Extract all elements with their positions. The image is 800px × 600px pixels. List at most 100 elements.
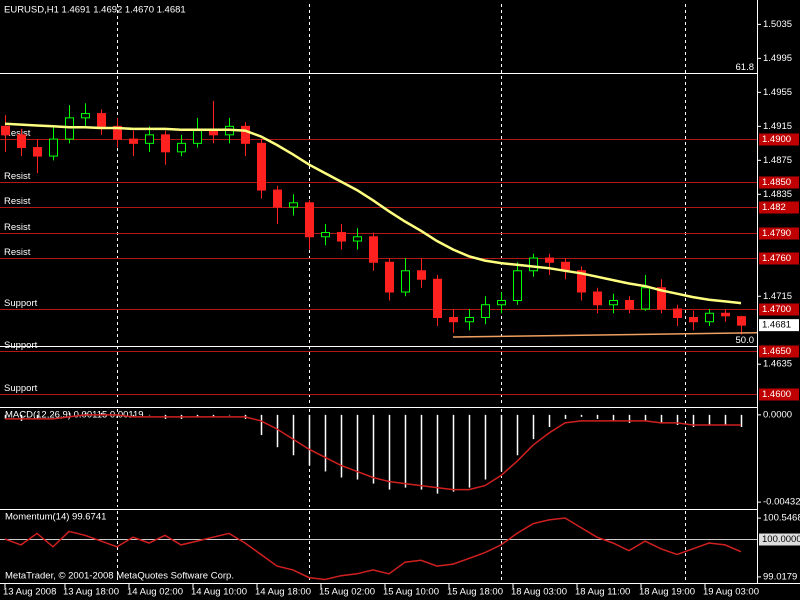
level-price-box bbox=[759, 345, 799, 358]
candle-body bbox=[577, 270, 586, 293]
candle-body bbox=[529, 257, 538, 272]
level-price-label: 1.4900 bbox=[762, 134, 791, 145]
candle-body bbox=[657, 287, 666, 310]
y-tick-label: 0.0000 bbox=[763, 409, 792, 420]
y-tick-label: 1.4875 bbox=[763, 155, 792, 166]
candle-body bbox=[737, 316, 746, 326]
x-tick-label: 18 Aug 03:00 bbox=[511, 587, 567, 598]
level-name: Resist bbox=[4, 128, 31, 139]
x-tick-label: 15 Aug 02:00 bbox=[319, 587, 375, 598]
level-name: Support bbox=[4, 383, 38, 394]
candle-body bbox=[401, 270, 410, 293]
candle-body bbox=[417, 270, 426, 280]
panel-title: Momentum(14) 99.6741 bbox=[5, 512, 106, 523]
candle-body bbox=[641, 287, 650, 310]
fibo-label: 50.0 bbox=[736, 335, 755, 346]
level-name: Support bbox=[4, 340, 38, 351]
x-tick-label: 18 Aug 11:00 bbox=[575, 587, 630, 598]
panel-title: EURUSD,H1 1.4691 1.4692 1.4670 1.4681 bbox=[4, 5, 186, 16]
level-price-label: 1.4790 bbox=[762, 228, 791, 239]
candle-body bbox=[369, 236, 378, 263]
candle-body bbox=[273, 189, 282, 208]
level-box bbox=[759, 533, 800, 546]
candle-body bbox=[1, 125, 10, 136]
candle-body bbox=[433, 278, 442, 318]
candle-body bbox=[209, 130, 218, 136]
candle-body bbox=[145, 134, 154, 144]
level-price-label: 1.4700 bbox=[762, 304, 791, 315]
candle-body bbox=[385, 261, 394, 293]
level-name: Support bbox=[4, 298, 38, 309]
candle-body bbox=[449, 316, 458, 323]
candle-body bbox=[721, 312, 730, 317]
candle-body bbox=[689, 316, 698, 323]
candle-body bbox=[17, 134, 26, 149]
current-price-box bbox=[759, 319, 799, 332]
candle-body bbox=[177, 142, 186, 153]
x-tick-label: 19 Aug 03:00 bbox=[703, 587, 759, 598]
macd-signal bbox=[5, 414, 741, 491]
level-price-label: 1.4600 bbox=[762, 389, 791, 400]
level-price-box bbox=[759, 303, 799, 316]
level-price-box bbox=[759, 252, 799, 265]
candle-body bbox=[353, 236, 362, 242]
moving-average bbox=[4, 122, 742, 305]
candle-body bbox=[161, 134, 170, 153]
panel-title: MACD(12,26,9) 0.00115 0.00119 bbox=[5, 410, 144, 421]
candle-body bbox=[481, 304, 490, 318]
candle-body bbox=[289, 202, 298, 208]
candle-body bbox=[545, 257, 554, 263]
x-tick-label: 14 Aug 18:00 bbox=[255, 587, 311, 598]
candle-body bbox=[497, 300, 506, 306]
fibo-label: 61.8 bbox=[736, 62, 755, 73]
y-tick-label: 1.4835 bbox=[763, 189, 792, 200]
x-tick-label: 15 Aug 18:00 bbox=[447, 587, 503, 598]
candle-body bbox=[513, 270, 522, 302]
y-tick-label: 1.4995 bbox=[763, 53, 792, 64]
y-tick-label: -0.00432 bbox=[763, 497, 800, 508]
y-tick-label: 1.4955 bbox=[763, 87, 792, 98]
candle-body bbox=[673, 308, 682, 318]
level-name: Resist bbox=[4, 171, 31, 182]
level-price-label: 1.4760 bbox=[762, 253, 791, 264]
candle-body bbox=[129, 138, 138, 144]
candle-body bbox=[257, 142, 266, 191]
y-tick-label: 1.4915 bbox=[763, 121, 792, 132]
level-price-box bbox=[759, 388, 799, 401]
y-tick-label: 1.5035 bbox=[763, 19, 792, 30]
candle-body bbox=[81, 113, 90, 119]
candle-body bbox=[65, 117, 74, 140]
candle-body bbox=[705, 312, 714, 323]
y-tick-label: 1.4715 bbox=[763, 291, 792, 302]
footer: MetaTrader, © 2001-2008 MetaQuotes Softw… bbox=[5, 571, 234, 582]
x-tick-label: 13 Aug 2008 bbox=[3, 587, 56, 598]
candle-body bbox=[305, 202, 314, 238]
level-price-label: 1.4650 bbox=[762, 346, 791, 357]
y-tick-label: 1.4635 bbox=[763, 359, 792, 370]
candle-body bbox=[609, 300, 618, 306]
candle-body bbox=[49, 138, 58, 157]
x-tick-label: 13 Aug 18:00 bbox=[63, 587, 119, 598]
candle-body bbox=[337, 232, 346, 242]
level-price-box bbox=[759, 133, 799, 146]
current-price-label: 1.4681 bbox=[762, 320, 791, 331]
candle-body bbox=[193, 130, 202, 144]
level-price-box bbox=[759, 176, 799, 189]
x-tick-label: 14 Aug 02:00 bbox=[127, 587, 183, 598]
level-price-label: 1.482 bbox=[762, 202, 786, 213]
x-tick-label: 18 Aug 19:00 bbox=[639, 587, 695, 598]
x-tick-label: 15 Aug 10:00 bbox=[383, 587, 439, 598]
candle-body bbox=[113, 125, 122, 140]
candle-body bbox=[625, 300, 634, 310]
trend-line bbox=[452, 332, 758, 338]
level-price-box bbox=[759, 201, 799, 214]
y-tick-label: 100.5468 bbox=[763, 513, 800, 524]
level-price-label: 1.4850 bbox=[762, 177, 791, 188]
level-name: Resist bbox=[4, 196, 31, 207]
x-tick-label: 14 Aug 10:00 bbox=[191, 587, 247, 598]
level-name: Resist bbox=[4, 247, 31, 258]
level-name: Resist bbox=[4, 222, 31, 233]
